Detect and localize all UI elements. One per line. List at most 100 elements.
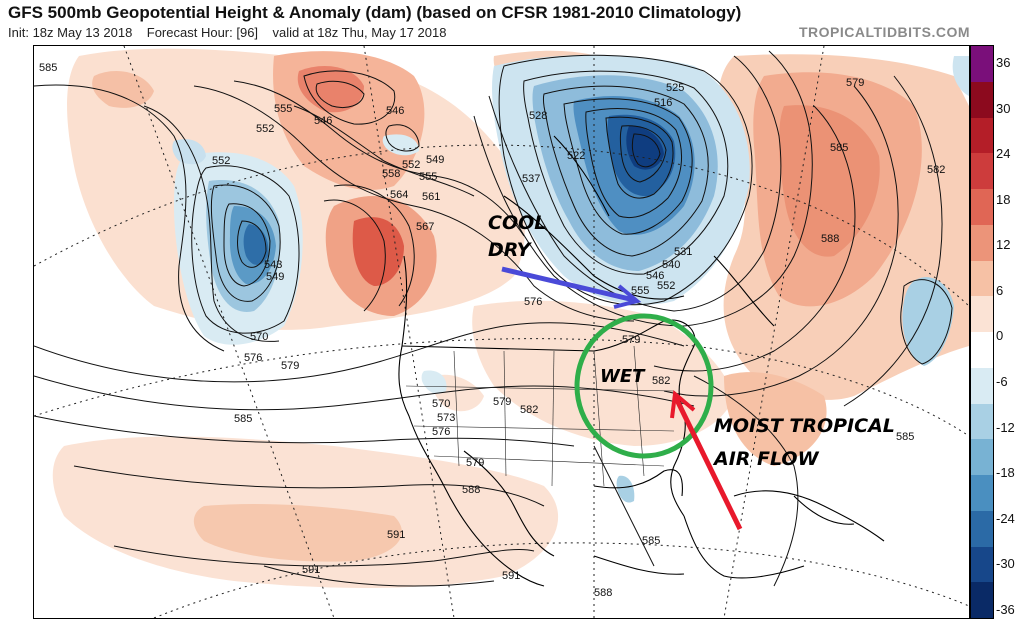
contour-label: 552 <box>657 280 675 292</box>
contour-label: 549 <box>266 271 284 283</box>
colorbar-label: 6 <box>996 282 1004 298</box>
colorbar-swatch <box>971 582 993 618</box>
contour-label: 531 <box>674 246 692 258</box>
colorbar-label: 18 <box>996 191 1011 207</box>
contour-label: 591 <box>302 564 320 576</box>
contour-label: 588 <box>462 484 480 496</box>
anomaly-map: 585 555 552 546 552 549 552 558 555 561 … <box>33 45 970 619</box>
valid-time: valid at 18z Thu, May 17 2018 <box>272 25 447 40</box>
contour-label: 543 <box>264 259 282 271</box>
colorbar-label: 30 <box>996 100 1011 116</box>
colorbar-swatch <box>971 117 993 154</box>
map-canvas: 585 555 552 546 552 549 552 558 555 561 … <box>34 46 969 618</box>
contour-label: 561 <box>422 191 440 203</box>
cool-dry-arrow <box>501 266 635 303</box>
contour-label: 546 <box>386 105 404 117</box>
colorbar-label: 0 <box>996 328 1004 344</box>
contour-label: 582 <box>927 164 945 176</box>
contour-label: 585 <box>830 142 848 154</box>
cool-dry-arrowhead <box>613 284 642 309</box>
colorbar-label: 36 <box>996 55 1011 70</box>
air-flow-label: AIR FLOW <box>714 448 819 470</box>
colorbar-label: -18 <box>996 465 1015 481</box>
contour-label: 555 <box>419 171 437 183</box>
contour-label: 555 <box>631 285 649 297</box>
colorbar-swatch <box>971 367 993 404</box>
contour-label: 591 <box>387 529 405 541</box>
coastlines <box>398 135 885 587</box>
colorbar-label: 12 <box>996 237 1011 253</box>
cool-label: COOL <box>488 212 547 234</box>
wet-region-circle <box>574 313 714 459</box>
contour-label: 552 <box>402 159 420 171</box>
contour-labels: 585 555 552 546 552 549 552 558 555 561 … <box>39 62 945 599</box>
contour-label: 585 <box>642 535 660 547</box>
state-borders <box>405 345 675 487</box>
colorbar-label: -30 <box>996 556 1015 572</box>
contour-label: 585 <box>234 413 252 425</box>
colorbar-swatch <box>971 439 993 475</box>
contour-label: 525 <box>666 82 684 94</box>
contour-label: 576 <box>244 352 262 364</box>
colorbar-swatch <box>971 332 993 368</box>
colorbar-swatch <box>971 475 993 511</box>
contour-label: 579 <box>466 457 484 469</box>
colorbar-swatch <box>971 260 993 297</box>
forecast-info: Init: 18z May 13 2018 Forecast Hour: [96… <box>8 25 446 40</box>
colorbar-swatch <box>971 189 993 225</box>
contour-label: 555 <box>274 103 292 115</box>
contour-label: 537 <box>522 173 540 185</box>
moist-flow-arrow <box>673 396 743 531</box>
colorbar-swatch <box>971 296 993 332</box>
contour-label: 579 <box>622 334 640 346</box>
contour-label: 573 <box>437 412 455 424</box>
contour-label: 549 <box>426 154 444 166</box>
contour-label: 591 <box>502 570 520 582</box>
colorbar-swatch <box>971 224 993 261</box>
contour-label: 570 <box>250 331 268 343</box>
contour-label: 546 <box>314 115 332 127</box>
colorbar-swatch <box>971 510 993 547</box>
contour-label: 585 <box>896 431 914 443</box>
contour-label: 579 <box>493 396 511 408</box>
contour-label: 552 <box>256 123 274 135</box>
cool-dry-annotation: COOL DRY <box>488 210 546 264</box>
map-title: GFS 500mb Geopotential Height & Anomaly … <box>8 3 742 22</box>
contour-label: 576 <box>432 426 450 438</box>
colorbar-swatch <box>971 403 993 440</box>
contour-label: 528 <box>529 110 547 122</box>
contour-label: 588 <box>594 587 612 599</box>
colorbar-label: 24 <box>996 146 1011 162</box>
colorbar-swatch <box>971 46 993 82</box>
colorbar-label: -12 <box>996 419 1015 435</box>
init-time: Init: 18z May 13 2018 <box>8 25 133 40</box>
contour-label: 540 <box>662 259 680 271</box>
contour-label: 558 <box>382 168 400 180</box>
contour-label: 516 <box>654 97 672 109</box>
annotation-arrows <box>501 266 743 531</box>
colorbar-swatch <box>971 153 993 189</box>
colorbar-swatch <box>971 81 993 118</box>
contour-label: 588 <box>821 233 839 245</box>
contour-label: 576 <box>524 296 542 308</box>
contour-label: 567 <box>416 221 434 233</box>
height-contours <box>34 50 953 587</box>
graticule <box>34 46 969 618</box>
moist-tropical-label: MOIST TROPICAL <box>714 415 895 437</box>
contour-label: 585 <box>39 62 57 74</box>
contour-label: 582 <box>520 404 538 416</box>
contour-label: 546 <box>646 270 664 282</box>
contour-label: 564 <box>390 189 408 201</box>
moist-tropical-annotation: MOIST TROPICAL AIR FLOW <box>714 410 895 476</box>
negative-anomaly-shading <box>172 54 969 503</box>
forecast-hour: Forecast Hour: [96] <box>146 25 259 40</box>
anomaly-colorbar <box>970 45 994 619</box>
brand-watermark: TROPICALTIDBITS.COM <box>798 24 970 40</box>
contour-label: 579 <box>846 77 864 89</box>
colorbar-label: -6 <box>996 374 1008 390</box>
contour-label: 579 <box>281 360 299 372</box>
moist-flow-arrowhead <box>670 390 696 419</box>
colorbar-label: -36 <box>996 601 1015 617</box>
contour-label: 522 <box>567 150 585 162</box>
contour-label: 582 <box>652 375 670 387</box>
